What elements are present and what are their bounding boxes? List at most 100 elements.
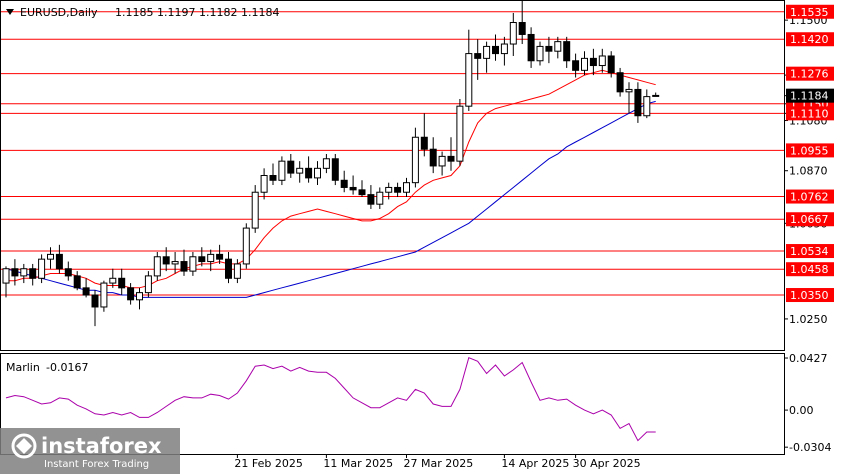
- candle-body-9: [82, 287, 90, 296]
- instaforex-logo: instaforex Instant Forex Trading: [0, 428, 180, 474]
- candle-body-27: [242, 227, 250, 265]
- candle-42: [376, 187, 384, 209]
- candle-2: [20, 263, 28, 284]
- candle-body-3: [29, 268, 37, 279]
- candle-13: [118, 268, 126, 296]
- candle-body-49: [438, 155, 446, 167]
- candle-45: [403, 177, 410, 198]
- candle-body-40: [358, 189, 366, 196]
- chart-symbol: EURUSD,Daily: [20, 6, 98, 19]
- candle-body-57: [509, 22, 517, 45]
- candle-body-34: [305, 167, 313, 179]
- candle-39: [349, 175, 357, 195]
- candle-body-41: [367, 194, 375, 205]
- candle-22: [198, 247, 206, 267]
- candle-1: [11, 259, 19, 286]
- time-axis: 21 Feb 2025 11 Mar 2025 27 Mar 2025 14 Apr …: [234, 454, 641, 470]
- candle-body-71: [634, 88, 642, 117]
- level-label-bg-10: [786, 288, 834, 303]
- time-tick-label-4: 30 Apr 2025: [573, 457, 641, 470]
- candle-body-43: [385, 186, 393, 193]
- candle-body-25: [225, 258, 232, 279]
- candle-0: [2, 266, 10, 298]
- candle-body-44: [394, 186, 402, 193]
- level-label-bg-6: [786, 189, 834, 204]
- candle-body-29: [260, 175, 268, 193]
- candle-52: [465, 29, 473, 111]
- candle-body-64: [572, 60, 580, 71]
- candle-25: [225, 251, 232, 284]
- collapse-triangle-icon[interactable]: [6, 9, 14, 15]
- candle-body-50: [447, 155, 455, 162]
- candle-8: [73, 271, 81, 291]
- candle-46: [411, 127, 419, 188]
- candle-73: [652, 92, 660, 97]
- candle-body-10: [91, 294, 99, 308]
- candle-20: [180, 249, 188, 276]
- candle-27: [242, 223, 250, 269]
- candle-71: [634, 82, 642, 123]
- indicator-value: -0.0167: [46, 361, 88, 374]
- candle-body-19: [171, 261, 179, 265]
- candle-body-12: [109, 277, 117, 284]
- candle-26: [233, 259, 241, 284]
- marlin-oscillator: [5, 357, 656, 442]
- candle-body-54: [483, 45, 491, 59]
- candle-body-55: [492, 45, 499, 55]
- ohlc-values: 1.1185 1.1197 1.1182 1.1184: [115, 6, 279, 19]
- level-label-1: 1.1420: [790, 33, 829, 46]
- candle-67: [598, 48, 606, 73]
- logo-brand: instaforex: [41, 434, 162, 458]
- candle-54: [483, 41, 491, 73]
- candle-body-0: [2, 268, 10, 284]
- candle-3: [29, 263, 37, 286]
- candle-body-48: [429, 148, 437, 167]
- candle-body-51: [456, 105, 464, 162]
- candle-body-67: [598, 55, 606, 67]
- candle-body-8: [73, 275, 81, 289]
- candle-body-11: [100, 282, 108, 308]
- candle-10: [91, 290, 99, 327]
- candle-body-59: [527, 33, 535, 62]
- fast-ma-line: [6, 69, 656, 289]
- oscillator-axis: 0.0427 0.00 -0.0304: [784, 352, 831, 454]
- candle-body-33: [296, 167, 304, 174]
- candle-18: [162, 247, 170, 272]
- level-label-bg-0: [786, 4, 834, 19]
- candle-63: [563, 36, 571, 68]
- candle-body-56: [500, 43, 508, 55]
- level-label-0: 1.1535: [790, 6, 829, 19]
- candle-12: [109, 268, 117, 288]
- candle-30: [269, 163, 277, 186]
- candle-body-35: [314, 167, 321, 179]
- candle-body-7: [64, 268, 72, 277]
- candle-body-61: [545, 45, 553, 52]
- candle-38: [340, 170, 348, 193]
- time-tick-label-3: 14 Apr 2025: [501, 457, 569, 470]
- candle-body-24: [216, 253, 224, 260]
- candle-body-16: [144, 275, 152, 294]
- candle-65: [581, 51, 588, 76]
- level-label-bg-9: [786, 262, 834, 277]
- candle-58: [518, 1, 526, 45]
- candle-body-66: [589, 57, 597, 67]
- candle-body-47: [420, 136, 428, 150]
- candle-55: [492, 34, 499, 61]
- candle-60: [536, 41, 544, 66]
- candle-43: [385, 182, 393, 200]
- candle-body-17: [153, 256, 161, 277]
- candle-72: [643, 89, 651, 119]
- candle-body-45: [403, 182, 410, 193]
- current-price-bg: [786, 88, 834, 103]
- candle-body-20: [180, 261, 188, 272]
- level-label-6: 1.0762: [790, 191, 829, 204]
- candle-41: [367, 185, 375, 209]
- indicator-name: Marlin: [6, 361, 40, 374]
- time-tick-label-2: 27 Mar 2025: [404, 457, 474, 470]
- candle-body-31: [278, 160, 286, 181]
- candle-body-4: [38, 258, 46, 279]
- candle-body-73: [652, 94, 660, 97]
- candle-32: [287, 153, 295, 178]
- candle-21: [189, 251, 197, 276]
